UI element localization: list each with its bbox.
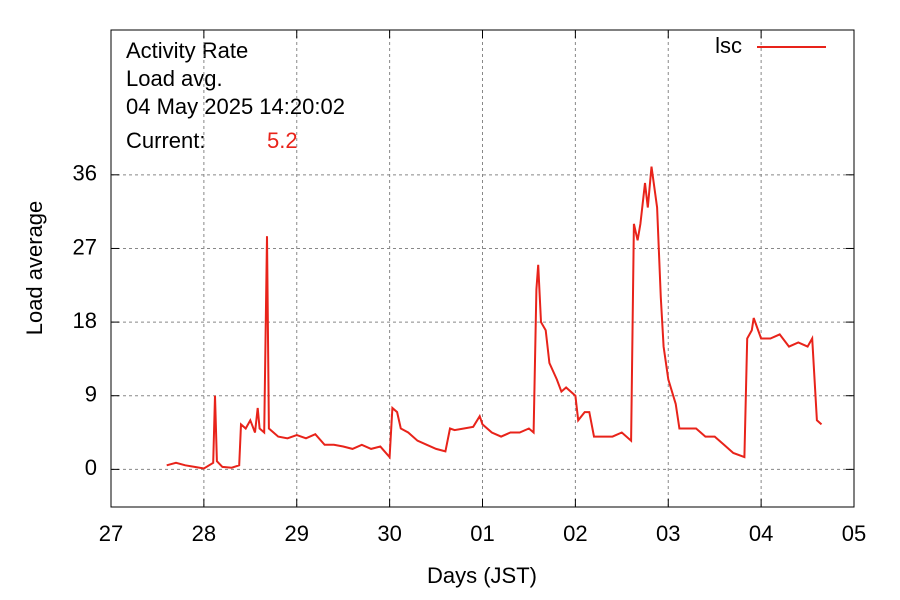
current-value: 5.2 xyxy=(267,128,298,153)
data-line xyxy=(166,166,823,470)
x-tick-label: 01 xyxy=(470,521,494,546)
x-tick-label: 02 xyxy=(563,521,587,546)
current-label: Current: xyxy=(126,128,205,153)
y-tick-label: 9 xyxy=(85,382,97,407)
x-tick-label: 04 xyxy=(749,521,773,546)
y-tick-label: 0 xyxy=(85,455,97,480)
x-tick-label: 05 xyxy=(842,521,866,546)
y-tick-label: 27 xyxy=(73,234,97,259)
timestamp: 04 May 2025 14:20:02 xyxy=(126,94,345,119)
x-axis-label: Days (JST) xyxy=(427,563,537,588)
y-tick-label: 18 xyxy=(73,308,97,333)
x-tick-label: 27 xyxy=(99,521,123,546)
x-tick-label: 28 xyxy=(192,521,216,546)
chart-title: Activity Rate xyxy=(126,38,248,63)
y-axis-label: Load average xyxy=(22,201,47,336)
legend-label: lsc xyxy=(715,33,742,58)
x-tick-label: 30 xyxy=(377,521,401,546)
chart-subtitle: Load avg. xyxy=(126,66,223,91)
x-tick-label: 03 xyxy=(656,521,680,546)
y-tick-label: 36 xyxy=(73,161,97,186)
x-tick-label: 29 xyxy=(285,521,309,546)
